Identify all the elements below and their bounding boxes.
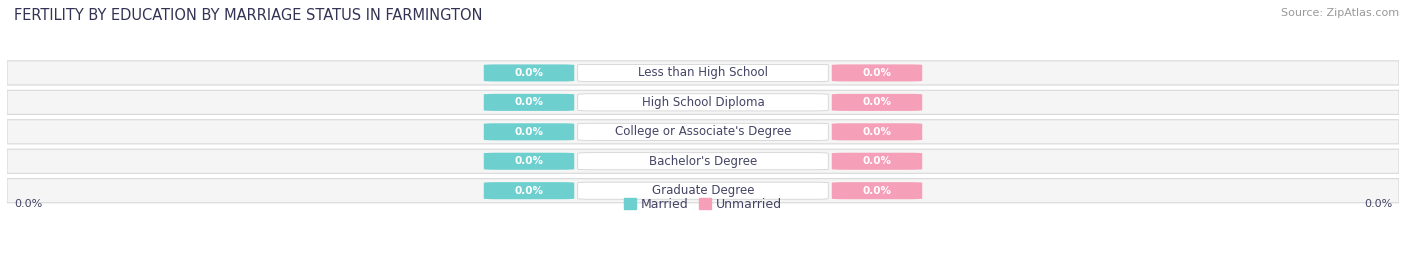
FancyBboxPatch shape [484,123,574,140]
Text: 0.0%: 0.0% [515,127,544,137]
Text: 0.0%: 0.0% [515,156,544,166]
Text: 0.0%: 0.0% [14,199,42,209]
Text: Source: ZipAtlas.com: Source: ZipAtlas.com [1281,8,1399,18]
Text: 0.0%: 0.0% [515,186,544,196]
FancyBboxPatch shape [578,123,828,140]
Text: College or Associate's Degree: College or Associate's Degree [614,125,792,138]
FancyBboxPatch shape [832,182,922,199]
Text: 0.0%: 0.0% [862,186,891,196]
Text: FERTILITY BY EDUCATION BY MARRIAGE STATUS IN FARMINGTON: FERTILITY BY EDUCATION BY MARRIAGE STATU… [14,8,482,23]
FancyBboxPatch shape [7,61,1399,85]
FancyBboxPatch shape [578,64,828,82]
FancyBboxPatch shape [578,182,828,199]
Text: 0.0%: 0.0% [515,97,544,107]
FancyBboxPatch shape [484,64,574,82]
Text: Less than High School: Less than High School [638,66,768,79]
Text: 0.0%: 0.0% [862,97,891,107]
FancyBboxPatch shape [832,64,922,82]
FancyBboxPatch shape [832,123,922,140]
FancyBboxPatch shape [578,153,828,170]
Text: 0.0%: 0.0% [862,68,891,78]
FancyBboxPatch shape [484,153,574,170]
Text: 0.0%: 0.0% [1364,199,1392,209]
Legend: Married, Unmarried: Married, Unmarried [619,193,787,216]
Text: 0.0%: 0.0% [862,127,891,137]
FancyBboxPatch shape [7,120,1399,144]
Text: Bachelor's Degree: Bachelor's Degree [650,155,756,168]
FancyBboxPatch shape [7,149,1399,173]
FancyBboxPatch shape [7,179,1399,203]
FancyBboxPatch shape [484,94,574,111]
FancyBboxPatch shape [832,153,922,170]
Text: Graduate Degree: Graduate Degree [652,184,754,197]
FancyBboxPatch shape [484,182,574,199]
Text: High School Diploma: High School Diploma [641,96,765,109]
FancyBboxPatch shape [7,90,1399,114]
Text: 0.0%: 0.0% [862,156,891,166]
FancyBboxPatch shape [578,94,828,111]
FancyBboxPatch shape [832,94,922,111]
Text: 0.0%: 0.0% [515,68,544,78]
